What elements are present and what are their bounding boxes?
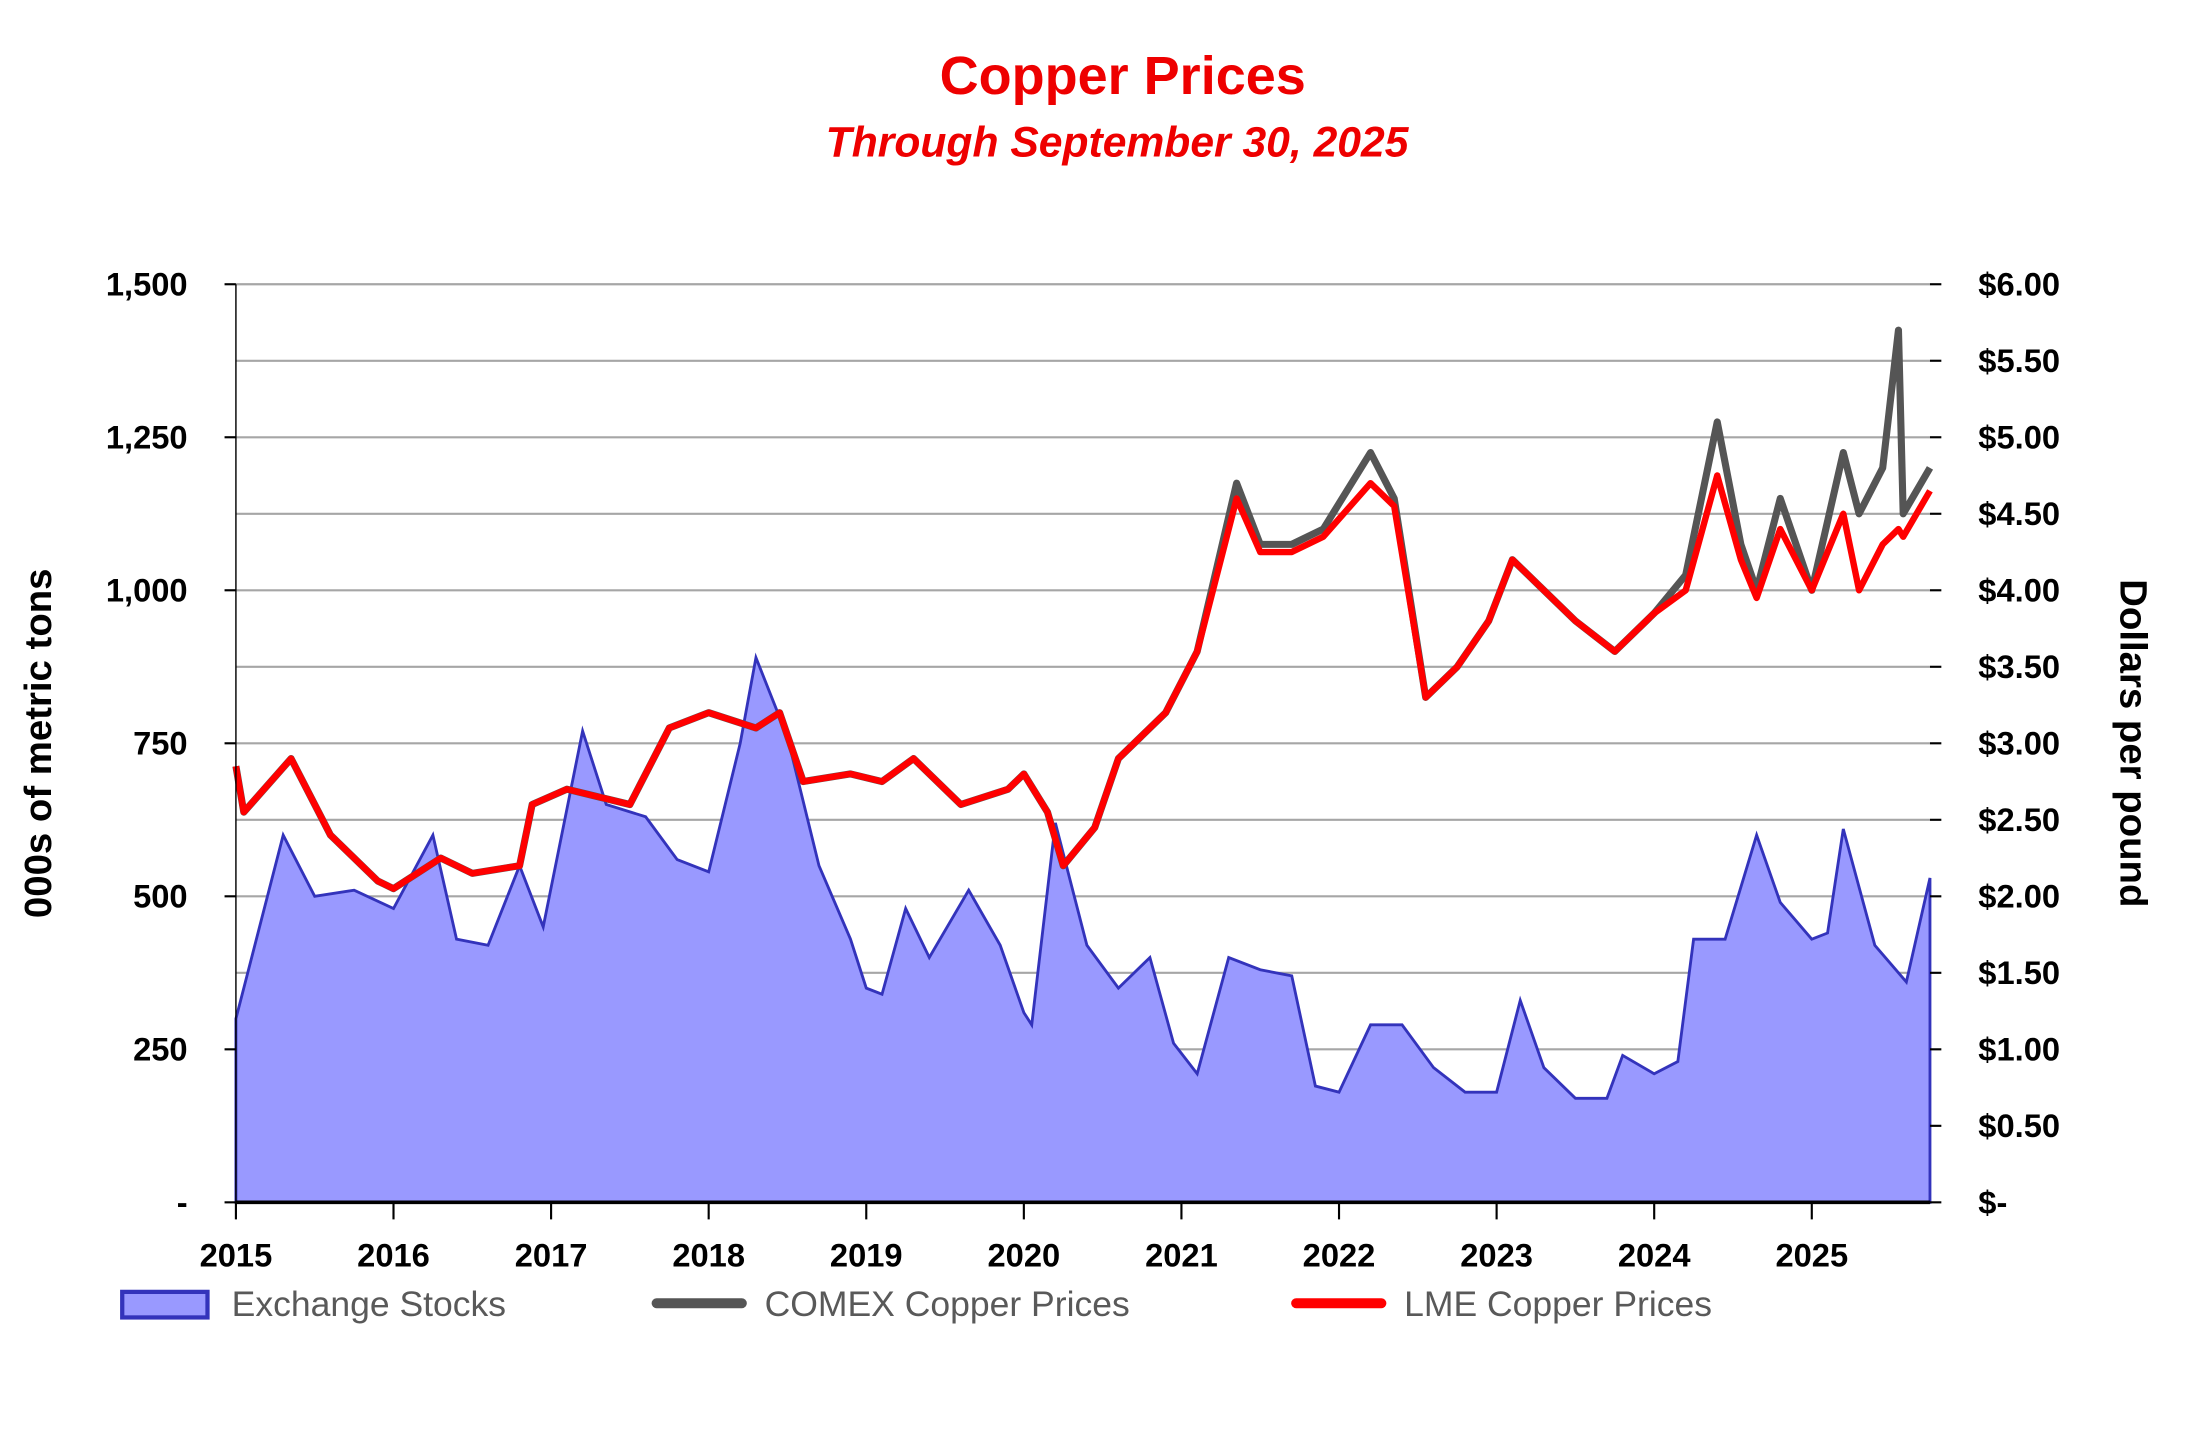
exchange-stocks-area xyxy=(234,652,1932,1204)
y-right-tick-label: $1.00 xyxy=(1978,1031,2060,1068)
y-left-tick-label: 750 xyxy=(133,725,188,762)
legend: Exchange Stocks COMEX Copper Prices LME … xyxy=(120,1284,1712,1324)
y-left-tick-label: 500 xyxy=(133,878,188,915)
legend-label-lme: LME Copper Prices xyxy=(1404,1284,1712,1324)
y-left-label: 000s of metric tons xyxy=(17,568,60,918)
x-tick-label: 2021 xyxy=(1145,1236,1218,1273)
y-right-tick-label: $2.00 xyxy=(1978,878,2060,915)
y-right-label: Dollars per pound xyxy=(2111,579,2154,907)
axes: $- $0.50 $1.00 $1.50 $2.00 $2.50 $3.00 $3.50 $4.… xyxy=(106,266,2060,1274)
y-left-tick-label: 1,500 xyxy=(106,266,188,303)
y-right-tick-label: $- xyxy=(1978,1184,2007,1221)
y-left-tick-label: 1,000 xyxy=(106,572,188,609)
legend-label-comex: COMEX Copper Prices xyxy=(765,1284,1130,1324)
stocks-area xyxy=(234,652,1932,1204)
y-left-tick-label: 1,250 xyxy=(106,419,188,456)
y-left-tick-label: - xyxy=(177,1184,188,1221)
y-right-tick-label: $0.50 xyxy=(1978,1107,2060,1144)
x-tick-label: 2015 xyxy=(200,1236,273,1273)
y-right-tick-label: $4.50 xyxy=(1978,495,2060,532)
x-tick-label: 2017 xyxy=(515,1236,588,1273)
y-right-tick-label: $6.00 xyxy=(1978,266,2060,303)
y-right-tick-label: $1.50 xyxy=(1978,954,2060,991)
y-right-tick-label: $3.50 xyxy=(1978,648,2060,685)
x-tick-label: 2024 xyxy=(1618,1236,1691,1273)
legend-swatch-stocks xyxy=(120,1289,210,1320)
legend-label-stocks: Exchange Stocks xyxy=(232,1284,506,1324)
x-tick-label: 2020 xyxy=(988,1236,1061,1273)
x-tick-label: 2018 xyxy=(672,1236,745,1273)
y-left-tick-label: 250 xyxy=(133,1031,188,1068)
y-right-tick-label: $4.00 xyxy=(1978,572,2060,609)
chart-title: Copper Prices xyxy=(940,46,1306,106)
y-right-tick-label: $5.50 xyxy=(1978,342,2060,379)
lme-price-line xyxy=(232,472,1933,892)
x-tick-label: 2016 xyxy=(357,1236,430,1273)
y-right-tick-label: $2.50 xyxy=(1978,801,2060,838)
x-tick-label: 2022 xyxy=(1303,1236,1376,1273)
comex-price-line xyxy=(232,326,1934,893)
chart-subtitle: Through September 30, 2025 xyxy=(826,118,1410,166)
price-lines xyxy=(232,326,1934,893)
y-right-tick-label: $3.00 xyxy=(1978,725,2060,762)
x-tick-label: 2025 xyxy=(1775,1236,1848,1273)
x-tick-label: 2019 xyxy=(830,1236,903,1273)
y-right-tick-label: $5.00 xyxy=(1978,419,2060,456)
x-tick-label: 2023 xyxy=(1460,1236,1533,1273)
